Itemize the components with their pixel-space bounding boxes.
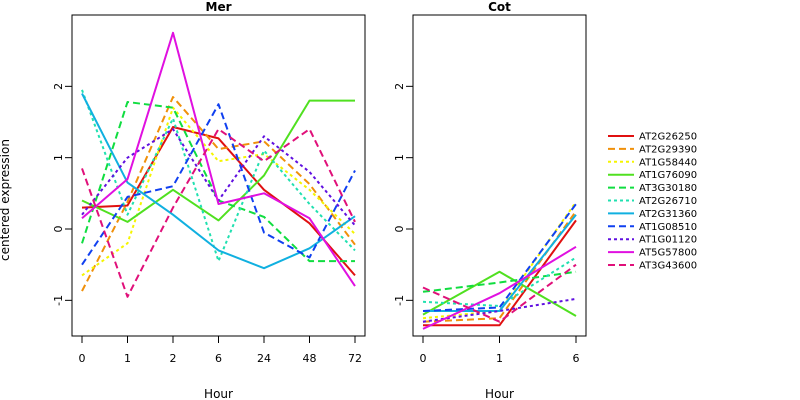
- mer-x-tick-label: 72: [348, 352, 362, 365]
- y-axis-title-group: centered expression: [0, 139, 12, 261]
- cot-y-tick-label: 0: [393, 226, 406, 233]
- cot-series-line-at2g26710: [422, 256, 577, 307]
- mer-x-tick-label: 0: [79, 352, 86, 365]
- legend-label: AT3G30180: [639, 183, 697, 194]
- cot-x-tick-label: 1: [496, 352, 503, 365]
- mer-y-tick-label: -1: [52, 295, 65, 306]
- mer-series-line-at5g57800: [81, 31, 356, 287]
- mer-series-group: [81, 31, 356, 298]
- mer-series-line-at2g31360: [81, 93, 356, 270]
- cot-y-tick-label: 2: [393, 83, 406, 90]
- mer-x-axis-title: Hour: [204, 387, 233, 400]
- panel-mer: Mer 0 1 2 6 24 48 72 Hour -1 0 1 2: [52, 0, 366, 400]
- mer-series-line-at1g58440: [81, 106, 356, 277]
- legend-label: AT2G31360: [639, 209, 697, 220]
- legend-item-at2g29390: AT2G29390: [608, 144, 697, 155]
- cot-x-axis-title: Hour: [485, 387, 514, 400]
- cot-y-tick-label: 1: [393, 154, 406, 161]
- legend-label: AT5G57800: [639, 248, 697, 259]
- cot-series-group: [422, 201, 577, 330]
- legend-item-at1g08510: AT1G08510: [608, 222, 697, 233]
- legend-label: AT2G29390: [639, 144, 697, 155]
- mer-x-tick-label: 1: [124, 352, 131, 365]
- legend-label: AT1G58440: [639, 157, 697, 168]
- mer-series-line-at2g26710: [81, 89, 356, 263]
- mer-x-tick-label: 48: [303, 352, 317, 365]
- legend-item-at1g76090: AT1G76090: [608, 170, 697, 181]
- cot-x-tick-label: 0: [420, 352, 427, 365]
- legend-item-at5g57800: AT5G57800: [608, 248, 697, 259]
- mer-series-line-at3g30180: [81, 101, 355, 263]
- panel-cot: Cot 0 1 6 Hour -1 0 1 2: [393, 0, 587, 400]
- mer-y-tick-label: 0: [52, 226, 65, 233]
- cot-y-tick-label: -1: [393, 295, 406, 306]
- cot-series-line-at1g01120: [422, 297, 577, 323]
- cot-series-line-at2g31360: [423, 214, 577, 312]
- legend-label: AT1G76090: [639, 170, 697, 181]
- mer-series-line-at3g43600: [81, 128, 356, 298]
- mer-y-tick-label: 2: [52, 83, 65, 90]
- legend-item-at3g30180: AT3G30180: [608, 183, 697, 194]
- cot-x-tick-label: 6: [573, 352, 580, 365]
- cot-series-line-at2g26250: [423, 219, 577, 327]
- cot-series-line-at3g30180: [422, 270, 577, 293]
- legend-label: AT2G26710: [639, 196, 697, 207]
- cot-series-line-at2g29390: [422, 210, 577, 323]
- legend-label: AT3G43600: [639, 261, 697, 272]
- legend-label: AT1G08510: [639, 222, 697, 233]
- legend-item-at2g31360: AT2G31360: [608, 209, 697, 220]
- y-axis-title: centered expression: [0, 139, 12, 261]
- legend-item-at1g01120: AT1G01120: [608, 235, 697, 246]
- legend-item-at3g43600: AT3G43600: [608, 261, 697, 272]
- cot-series-line-at3g43600: [422, 263, 577, 323]
- legend-item-at2g26710: AT2G26710: [608, 196, 697, 207]
- mer-x-tick-label: 24: [257, 352, 271, 365]
- legend-label: AT1G01120: [639, 235, 697, 246]
- cot-panel-title: Cot: [488, 0, 511, 14]
- mer-series-line-at1g08510: [81, 103, 356, 266]
- cot-series-line-at1g76090: [422, 270, 577, 317]
- mer-series-line-at1g76090: [81, 99, 355, 223]
- mer-panel-title: Mer: [206, 0, 232, 14]
- mer-x-tick-label: 2: [170, 352, 177, 365]
- mer-x-tick-label: 6: [215, 352, 222, 365]
- cot-series-line-at1g58440: [422, 201, 577, 320]
- legend-item-at2g26250: AT2G26250: [608, 132, 697, 143]
- cot-series-line-at5g57800: [422, 245, 577, 330]
- mer-series-line-at2g29390: [81, 96, 356, 292]
- mer-y-tick-label: 1: [52, 154, 65, 161]
- legend-label: AT2G26250: [639, 132, 697, 143]
- cot-series-line-at1g08510: [422, 203, 577, 312]
- cot-plot-frame: [412, 14, 587, 337]
- mer-plot-frame: [71, 14, 366, 337]
- legend-item-at1g58440: AT1G58440: [608, 157, 697, 168]
- mer-series-line-at2g26250: [81, 126, 356, 277]
